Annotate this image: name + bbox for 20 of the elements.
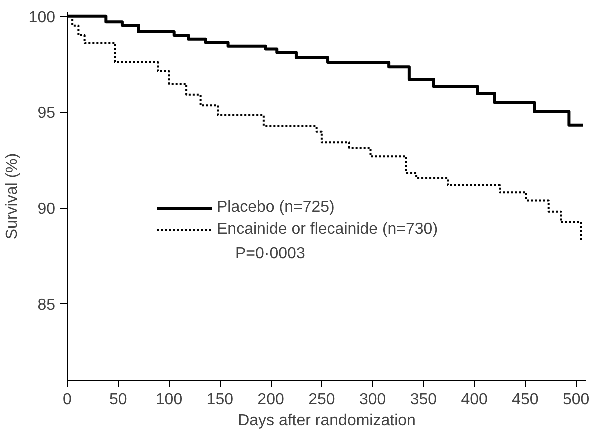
annotation: P=0·0003 — [236, 246, 306, 262]
y-tick-label: 95 — [38, 105, 56, 122]
y-tick-label: 90 — [38, 201, 56, 218]
x-tick-label: 150 — [206, 392, 234, 408]
x-tick-label: 0 — [63, 392, 72, 408]
legend-label: Encainide or flecainide (n=730) — [217, 221, 438, 239]
x-tick-label: 100 — [156, 392, 183, 408]
x-tick-label: 250 — [308, 392, 336, 408]
x-tick-label: 200 — [258, 392, 284, 408]
x-tick-label: 450 — [512, 392, 539, 408]
x-tick-label: 300 — [359, 392, 386, 408]
y-tick-label: 100 — [28, 9, 56, 26]
x-tick-label: 500 — [562, 392, 590, 408]
y-tick-label: 85 — [38, 296, 56, 314]
x-tick-label: 350 — [410, 392, 438, 408]
x-tick-label: 50 — [109, 392, 128, 408]
x-axis-title: Days after randomization — [238, 412, 416, 430]
legend-label: Placebo (n=725) — [217, 199, 335, 217]
y-axis-title: Survival (%) — [4, 153, 21, 240]
x-tick-label: 400 — [461, 392, 488, 408]
